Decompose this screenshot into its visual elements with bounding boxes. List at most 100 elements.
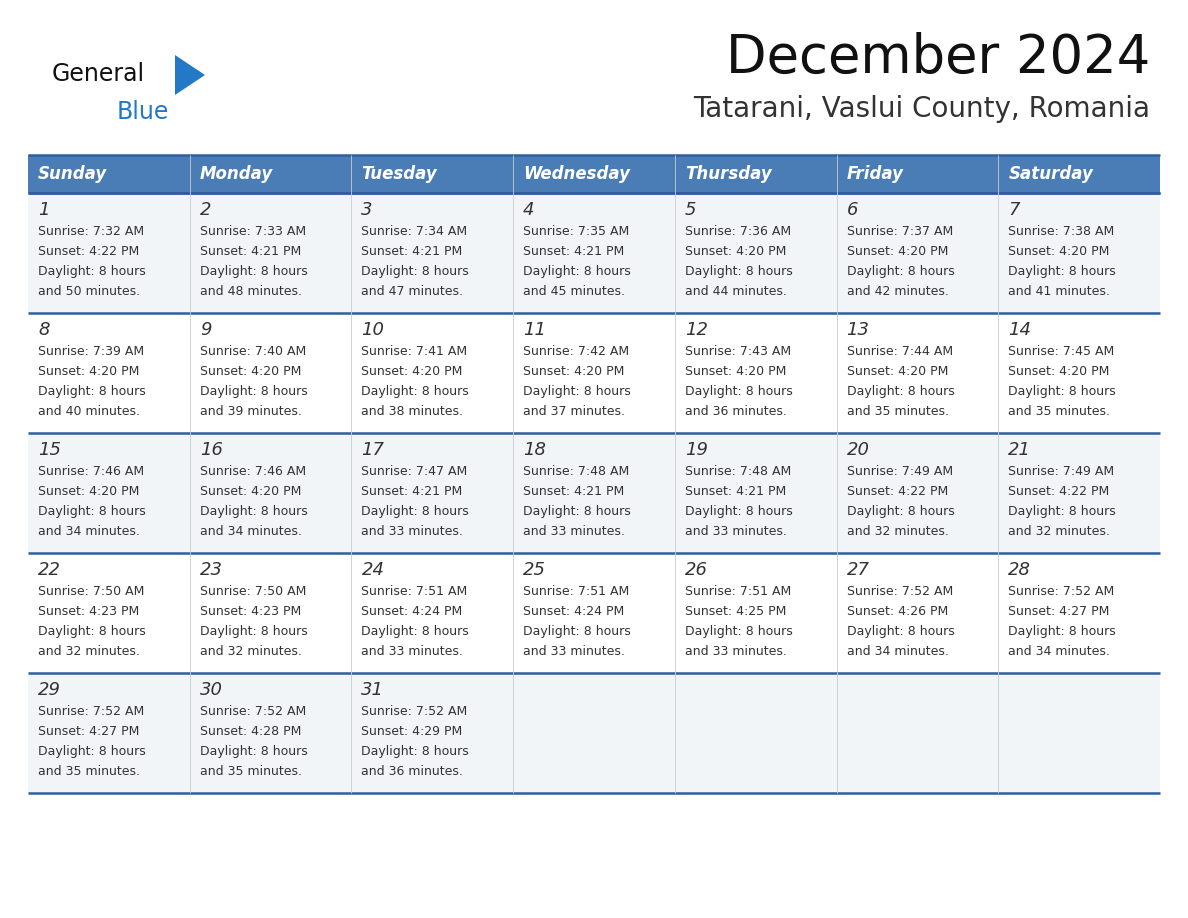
Text: Sunrise: 7:46 AM: Sunrise: 7:46 AM: [200, 465, 305, 478]
Text: Sunset: 4:24 PM: Sunset: 4:24 PM: [523, 605, 625, 618]
Text: Sunset: 4:21 PM: Sunset: 4:21 PM: [684, 485, 786, 498]
Text: and 37 minutes.: and 37 minutes.: [523, 405, 625, 418]
Text: Daylight: 8 hours: Daylight: 8 hours: [1009, 625, 1116, 638]
Text: and 48 minutes.: and 48 minutes.: [200, 285, 302, 298]
Text: 6: 6: [847, 201, 858, 219]
Text: 9: 9: [200, 321, 211, 339]
Text: Sunset: 4:22 PM: Sunset: 4:22 PM: [847, 485, 948, 498]
Text: and 35 minutes.: and 35 minutes.: [200, 765, 302, 778]
Text: and 32 minutes.: and 32 minutes.: [1009, 525, 1110, 538]
Text: Sunset: 4:20 PM: Sunset: 4:20 PM: [684, 365, 786, 378]
Text: Sunset: 4:26 PM: Sunset: 4:26 PM: [847, 605, 948, 618]
Text: Daylight: 8 hours: Daylight: 8 hours: [361, 385, 469, 398]
Text: Sunrise: 7:52 AM: Sunrise: 7:52 AM: [1009, 585, 1114, 598]
Bar: [29, 313, 1159, 433]
Text: and 34 minutes.: and 34 minutes.: [847, 645, 948, 658]
Text: Sunset: 4:20 PM: Sunset: 4:20 PM: [200, 365, 301, 378]
Text: Sunrise: 7:48 AM: Sunrise: 7:48 AM: [684, 465, 791, 478]
Text: Daylight: 8 hours: Daylight: 8 hours: [1009, 385, 1116, 398]
Text: Sunrise: 7:37 AM: Sunrise: 7:37 AM: [847, 225, 953, 238]
Text: Daylight: 8 hours: Daylight: 8 hours: [38, 505, 146, 518]
Text: Sunset: 4:20 PM: Sunset: 4:20 PM: [847, 245, 948, 258]
Text: and 33 minutes.: and 33 minutes.: [523, 525, 625, 538]
Text: Sunset: 4:20 PM: Sunset: 4:20 PM: [1009, 365, 1110, 378]
Text: and 35 minutes.: and 35 minutes.: [38, 765, 140, 778]
Text: Daylight: 8 hours: Daylight: 8 hours: [684, 625, 792, 638]
Text: Daylight: 8 hours: Daylight: 8 hours: [200, 625, 308, 638]
Text: and 34 minutes.: and 34 minutes.: [38, 525, 140, 538]
Text: and 42 minutes.: and 42 minutes.: [847, 285, 948, 298]
Text: Sunset: 4:20 PM: Sunset: 4:20 PM: [523, 365, 625, 378]
Text: and 34 minutes.: and 34 minutes.: [200, 525, 302, 538]
Text: and 40 minutes.: and 40 minutes.: [38, 405, 140, 418]
Text: Sunrise: 7:39 AM: Sunrise: 7:39 AM: [38, 345, 144, 358]
Text: Sunrise: 7:32 AM: Sunrise: 7:32 AM: [38, 225, 144, 238]
Text: 18: 18: [523, 441, 546, 459]
Text: Sunset: 4:20 PM: Sunset: 4:20 PM: [684, 245, 786, 258]
Text: December 2024: December 2024: [726, 32, 1150, 84]
Text: Sunday: Sunday: [38, 165, 107, 183]
Text: 12: 12: [684, 321, 708, 339]
Text: Sunrise: 7:51 AM: Sunrise: 7:51 AM: [361, 585, 468, 598]
Text: Daylight: 8 hours: Daylight: 8 hours: [684, 265, 792, 278]
Text: Sunset: 4:20 PM: Sunset: 4:20 PM: [1009, 245, 1110, 258]
Text: Daylight: 8 hours: Daylight: 8 hours: [523, 385, 631, 398]
Text: 19: 19: [684, 441, 708, 459]
Text: Daylight: 8 hours: Daylight: 8 hours: [200, 265, 308, 278]
Bar: [29, 155, 1159, 193]
Text: and 44 minutes.: and 44 minutes.: [684, 285, 786, 298]
Text: Sunrise: 7:50 AM: Sunrise: 7:50 AM: [38, 585, 145, 598]
Text: and 33 minutes.: and 33 minutes.: [523, 645, 625, 658]
Text: 8: 8: [38, 321, 50, 339]
Text: Sunset: 4:20 PM: Sunset: 4:20 PM: [38, 485, 139, 498]
Bar: [29, 673, 1159, 793]
Text: Sunrise: 7:42 AM: Sunrise: 7:42 AM: [523, 345, 630, 358]
Text: Sunrise: 7:47 AM: Sunrise: 7:47 AM: [361, 465, 468, 478]
Text: Daylight: 8 hours: Daylight: 8 hours: [38, 745, 146, 758]
Text: 25: 25: [523, 561, 546, 579]
Text: Sunset: 4:21 PM: Sunset: 4:21 PM: [361, 245, 462, 258]
Text: 16: 16: [200, 441, 222, 459]
Text: Daylight: 8 hours: Daylight: 8 hours: [1009, 265, 1116, 278]
Text: 1: 1: [38, 201, 50, 219]
Text: Daylight: 8 hours: Daylight: 8 hours: [684, 385, 792, 398]
Text: Sunrise: 7:36 AM: Sunrise: 7:36 AM: [684, 225, 791, 238]
Text: Daylight: 8 hours: Daylight: 8 hours: [38, 265, 146, 278]
Text: Sunrise: 7:52 AM: Sunrise: 7:52 AM: [200, 705, 307, 718]
Text: and 50 minutes.: and 50 minutes.: [38, 285, 140, 298]
Text: Sunrise: 7:50 AM: Sunrise: 7:50 AM: [200, 585, 307, 598]
Bar: [29, 553, 1159, 673]
Text: Sunset: 4:20 PM: Sunset: 4:20 PM: [361, 365, 463, 378]
Text: 7: 7: [1009, 201, 1019, 219]
Text: Daylight: 8 hours: Daylight: 8 hours: [847, 265, 954, 278]
Text: 4: 4: [523, 201, 535, 219]
Text: Sunrise: 7:44 AM: Sunrise: 7:44 AM: [847, 345, 953, 358]
Text: Daylight: 8 hours: Daylight: 8 hours: [847, 385, 954, 398]
Polygon shape: [175, 55, 206, 95]
Text: Daylight: 8 hours: Daylight: 8 hours: [1009, 505, 1116, 518]
Text: Daylight: 8 hours: Daylight: 8 hours: [523, 265, 631, 278]
Text: Sunrise: 7:34 AM: Sunrise: 7:34 AM: [361, 225, 468, 238]
Text: Daylight: 8 hours: Daylight: 8 hours: [847, 625, 954, 638]
Text: Sunrise: 7:51 AM: Sunrise: 7:51 AM: [684, 585, 791, 598]
Text: Tuesday: Tuesday: [361, 165, 437, 183]
Text: Sunset: 4:25 PM: Sunset: 4:25 PM: [684, 605, 786, 618]
Text: Daylight: 8 hours: Daylight: 8 hours: [361, 505, 469, 518]
Text: and 33 minutes.: and 33 minutes.: [684, 525, 786, 538]
Text: Daylight: 8 hours: Daylight: 8 hours: [361, 625, 469, 638]
Text: and 33 minutes.: and 33 minutes.: [684, 645, 786, 658]
Text: Sunset: 4:21 PM: Sunset: 4:21 PM: [523, 245, 625, 258]
Text: 11: 11: [523, 321, 546, 339]
Text: Daylight: 8 hours: Daylight: 8 hours: [38, 385, 146, 398]
Text: Sunrise: 7:35 AM: Sunrise: 7:35 AM: [523, 225, 630, 238]
Text: 14: 14: [1009, 321, 1031, 339]
Text: Sunset: 4:27 PM: Sunset: 4:27 PM: [1009, 605, 1110, 618]
Text: Sunrise: 7:45 AM: Sunrise: 7:45 AM: [1009, 345, 1114, 358]
Text: Sunset: 4:21 PM: Sunset: 4:21 PM: [200, 245, 301, 258]
Text: 13: 13: [847, 321, 870, 339]
Text: Wednesday: Wednesday: [523, 165, 630, 183]
Text: Sunset: 4:21 PM: Sunset: 4:21 PM: [361, 485, 462, 498]
Text: and 39 minutes.: and 39 minutes.: [200, 405, 302, 418]
Text: Sunrise: 7:33 AM: Sunrise: 7:33 AM: [200, 225, 305, 238]
Text: 23: 23: [200, 561, 222, 579]
